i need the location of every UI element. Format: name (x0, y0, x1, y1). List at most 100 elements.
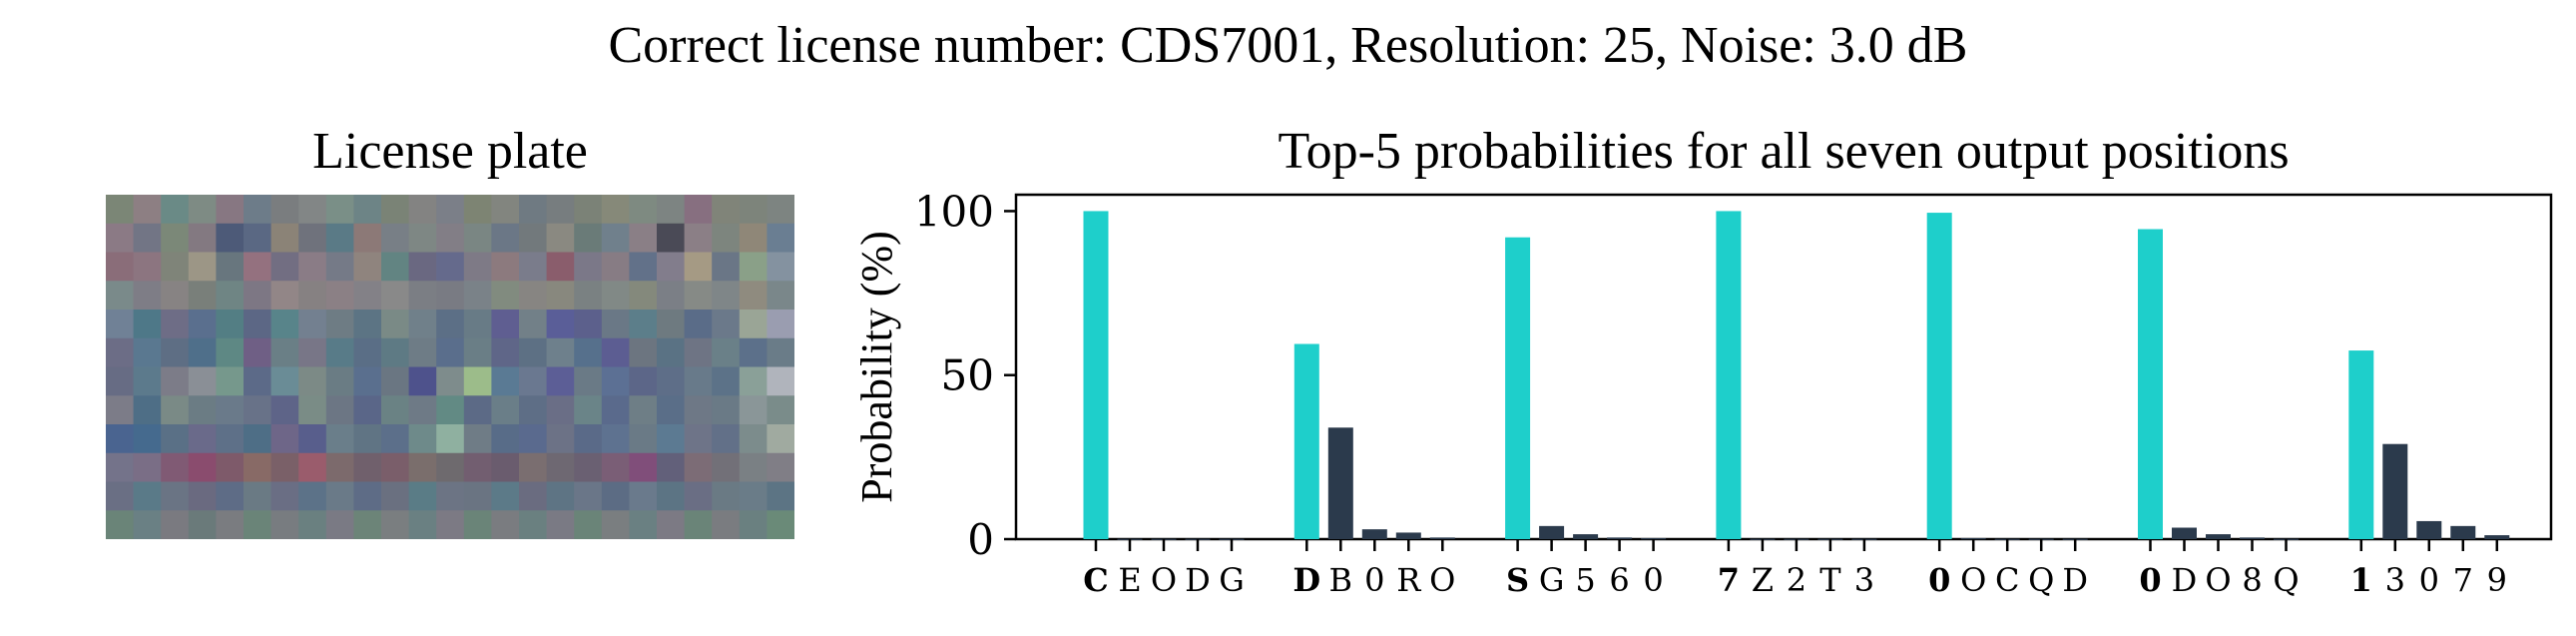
plate-pixel (216, 252, 245, 282)
plate-pixel (767, 223, 794, 254)
plate-pixel (629, 481, 658, 511)
plate-pixel (463, 223, 492, 254)
plate-pixel (244, 452, 272, 483)
plate-pixel (133, 395, 162, 425)
plate-pixel (491, 366, 520, 396)
plate-pixel (684, 310, 713, 339)
plate-pixel (298, 310, 327, 339)
plate-pixel (298, 281, 327, 311)
plate-pixel (161, 281, 190, 311)
plate-pixel (298, 195, 327, 225)
plate-pixel (353, 481, 382, 511)
plate-pixel (546, 223, 575, 254)
plate-pixel (657, 510, 686, 539)
y-tick-label: 100 (914, 187, 994, 236)
plate-pixel (739, 223, 768, 254)
bar-alternative-prediction (1960, 538, 1986, 540)
plate-pixel (381, 510, 410, 539)
plate-pixel (519, 366, 548, 396)
plate-pixel (188, 223, 217, 254)
plate-pixel (574, 195, 603, 225)
plate-pixel (188, 252, 217, 282)
plate-pixel (767, 510, 794, 539)
plate-pixel (353, 366, 382, 396)
plate-pixel (244, 281, 272, 311)
plate-pixel (519, 337, 548, 368)
plate-pixel (629, 310, 658, 339)
plate-pixel (684, 252, 713, 282)
plate-pixel (684, 195, 713, 225)
plate-pixel (270, 337, 299, 368)
plate-pixel (739, 195, 768, 225)
plate-pixel (298, 481, 327, 511)
plate-pixel (161, 395, 190, 425)
plate-pixel (601, 195, 630, 225)
x-tick-label: O (1960, 561, 1986, 599)
plate-pixel (601, 310, 630, 339)
plate-pixel (244, 366, 272, 396)
plate-pixel (546, 481, 575, 511)
bar-alternative-prediction (2416, 520, 2442, 539)
plate-pixel (216, 481, 245, 511)
plate-pixel (601, 252, 630, 282)
plate-pixel (546, 395, 575, 425)
plate-pixel (270, 281, 299, 311)
plate-pixel (739, 252, 768, 282)
x-tick-label: T (1819, 561, 1841, 599)
plate-pixel (188, 366, 217, 396)
x-tick-label: O (1429, 561, 1455, 599)
plate-pixel (629, 424, 658, 454)
plot-frame (1014, 193, 2553, 541)
plate-pixel (244, 195, 272, 225)
plate-pixel (216, 337, 245, 368)
plate-pixel (629, 195, 658, 225)
plate-pixel (463, 337, 492, 368)
x-tick-label: D (1292, 561, 1320, 599)
bar-alternative-prediction (1395, 532, 1421, 539)
x-tick-label: S (1506, 561, 1529, 599)
plate-pixel (601, 337, 630, 368)
bar-alternative-prediction (1641, 538, 1667, 540)
x-tick-label: C (1995, 561, 2019, 599)
plate-pixel (270, 310, 299, 339)
plate-pixel (712, 337, 741, 368)
plate-pixel (601, 481, 630, 511)
plate-pixel (216, 366, 245, 396)
plate-pixel (133, 195, 162, 225)
bar-alternative-prediction (2028, 538, 2054, 540)
plate-pixel (436, 252, 465, 282)
plate-pixel (270, 223, 299, 254)
plate-pixel (629, 510, 658, 539)
x-tick-label: 1 (2350, 561, 2372, 599)
plate-pixel (519, 195, 548, 225)
plate-pixel (739, 452, 768, 483)
plate-pixel (657, 452, 686, 483)
plate-pixel (381, 424, 410, 454)
chart-title: Top-5 probabilities for all seven output… (1278, 123, 2290, 180)
plate-pixel (161, 310, 190, 339)
plate-pixel (657, 223, 686, 254)
plate-pixel (353, 310, 382, 339)
plate-pixel (767, 281, 794, 311)
x-tick-label: D (2172, 561, 2198, 599)
plate-pixel (546, 310, 575, 339)
plate-pixel (216, 195, 245, 225)
plate-pixel (684, 223, 713, 254)
plate-pixel (353, 395, 382, 425)
plate-pixel (436, 481, 465, 511)
plate-pixel (463, 452, 492, 483)
plate-pixel (216, 424, 245, 454)
plate-pixel (353, 223, 382, 254)
plate-pixel (106, 252, 135, 282)
plate-pixel (767, 310, 794, 339)
plate-pixel (491, 424, 520, 454)
plate-pixel (463, 310, 492, 339)
bar-alternative-prediction (1539, 525, 1565, 539)
plate-pixel (353, 510, 382, 539)
plate-pixel (270, 424, 299, 454)
plate-pixel (133, 223, 162, 254)
bar-alternative-prediction (1117, 538, 1143, 540)
plate-pixel (491, 223, 520, 254)
bar-alternative-prediction (1361, 529, 1387, 539)
plate-title: License plate (312, 123, 588, 180)
